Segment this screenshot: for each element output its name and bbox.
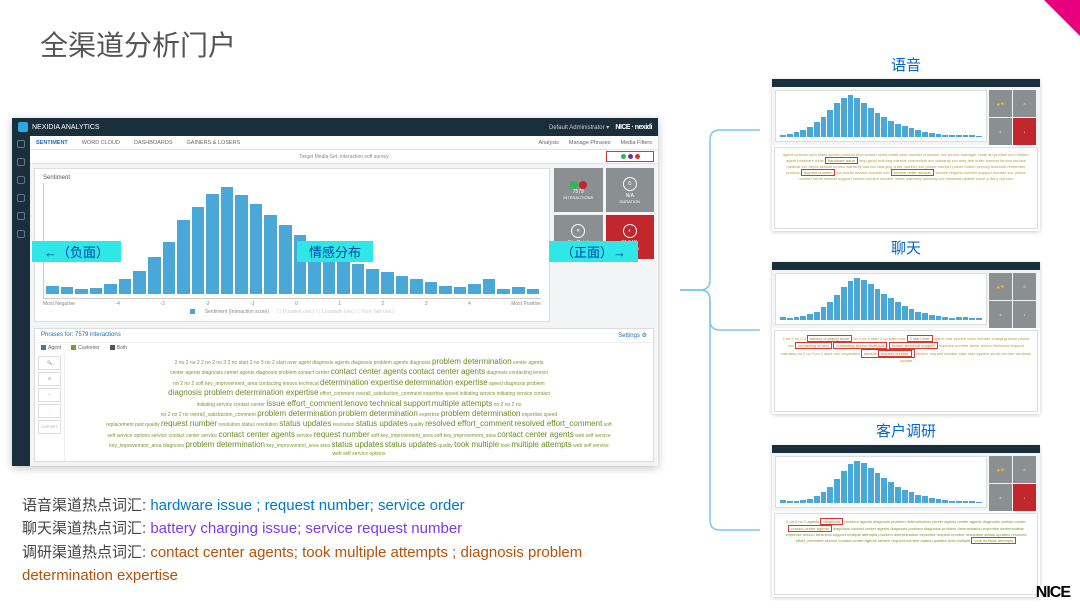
tab-wordcloud[interactable]: WORD CLOUD: [82, 140, 120, 146]
slide-title: 全渠道分析门户: [40, 24, 236, 64]
media-type-icons[interactable]: [606, 151, 654, 162]
admin-dropdown[interactable]: Default Administrator ▾: [549, 124, 609, 131]
anno-middle: 情感分布: [297, 241, 373, 262]
corner-accent: [1044, 0, 1080, 36]
axis-left: Most Negative: [43, 301, 75, 307]
nav-icon[interactable]: [17, 158, 25, 166]
phrases-header: Phrases for: 7579 interactions: [41, 332, 121, 339]
thumb-title-survey: 客户调研: [772, 420, 1040, 441]
target-row: Target Media Set: interaction soft surve…: [30, 150, 658, 164]
nav-icon[interactable]: [17, 212, 25, 220]
nav-icon[interactable]: [17, 194, 25, 202]
tab-dashboards[interactable]: DASHBOARDS: [134, 140, 173, 146]
tab-gainers[interactable]: GAINERS & LOSERS: [187, 140, 241, 146]
survey-icon: [635, 154, 640, 159]
thumb-survey: 👍👎⏱✕◐ 2 no 2 no 2 agents diagnosis probl…: [772, 445, 1040, 597]
tab-row: SENTIMENT WORD CLOUD DASHBOARDS GAINERS …: [30, 136, 658, 150]
anno-positive: （正面）→: [549, 241, 638, 262]
tab-analysis[interactable]: Analysis: [538, 140, 558, 146]
tab-media-filters[interactable]: Media Filters: [621, 140, 652, 146]
phrases-legend: AgentCustomerBoth: [35, 343, 653, 353]
thumb-title-chat: 聊天: [772, 237, 1040, 258]
phrases-toolbar: 🔍⊞≡⋮EXPORT: [35, 353, 65, 461]
survey-word-cloud: 2 no 2 no 2 agents diagnosis problem age…: [774, 513, 1038, 595]
chat-keywords: battery charging issue; service request …: [150, 520, 462, 537]
app-name: NEXIDIA ANALYTICS: [32, 124, 100, 131]
brand-label: NICE · nexidi: [615, 124, 652, 131]
legend-item: Sentiment (Interaction score): [205, 309, 269, 315]
word-cloud: 2 no 2 no 2 2 no 2 no 3 2 no start 2 no …: [65, 353, 653, 461]
connector-bracket: [680, 120, 760, 560]
left-nav: [12, 136, 30, 466]
chat-word-cloud: 2 no 2 no 2 3 battery charging issue no …: [774, 330, 1038, 412]
thumb-chat: 👍👎⏱✕◐ 2 no 2 no 2 3 battery charging iss…: [772, 262, 1040, 414]
phone-icon: [621, 154, 626, 159]
annotation-overlay: ←（负面） 情感分布 （正面）→: [32, 242, 638, 260]
settings-link[interactable]: Settings ⚙: [618, 332, 647, 339]
anno-negative: ←（负面）: [32, 241, 121, 262]
tab-manage-phrases[interactable]: Manage Phrases: [569, 140, 611, 146]
nav-icon[interactable]: [17, 230, 25, 238]
thumb-voice: 👍👎⏱✕◐ 4,897 interactions agent network t…: [772, 79, 1040, 231]
phrases-panel: Phrases for: 7579 interactions Settings ⚙…: [34, 328, 654, 462]
app-topbar: NEXIDIA ANALYTICS Default Administrator …: [12, 118, 658, 136]
chat-icon: [628, 154, 633, 159]
thumbnail-column: 语音 👍👎⏱✕◐ 4,897 interactions agent networ…: [772, 54, 1040, 603]
voice-keywords: hardware issue ; request number; service…: [150, 497, 464, 514]
tile-interactions[interactable]: 7579INTERACTIONS: [554, 168, 603, 212]
nav-icon[interactable]: [17, 176, 25, 184]
brand-logo: NICE: [1036, 584, 1070, 602]
thumb-title-voice: 语音: [772, 54, 1040, 75]
hot-keywords-legend: 语音渠道热点词汇: hardware issue ; request numbe…: [22, 494, 662, 587]
chart-title: Sentiment: [43, 175, 541, 181]
logo-icon: [18, 122, 28, 132]
axis-right: Most Positive: [511, 301, 541, 307]
voice-word-cloud: agent network tech black screen product …: [774, 147, 1038, 229]
main-screenshot: NEXIDIA ANALYTICS Default Administrator …: [12, 118, 658, 466]
tab-sentiment[interactable]: SENTIMENT: [36, 140, 68, 146]
tile-duration[interactable]: ⏱N/ADURATION: [606, 168, 655, 212]
nav-icon[interactable]: [17, 140, 25, 148]
target-label: Target Media Set: interaction soft surve…: [299, 154, 388, 160]
